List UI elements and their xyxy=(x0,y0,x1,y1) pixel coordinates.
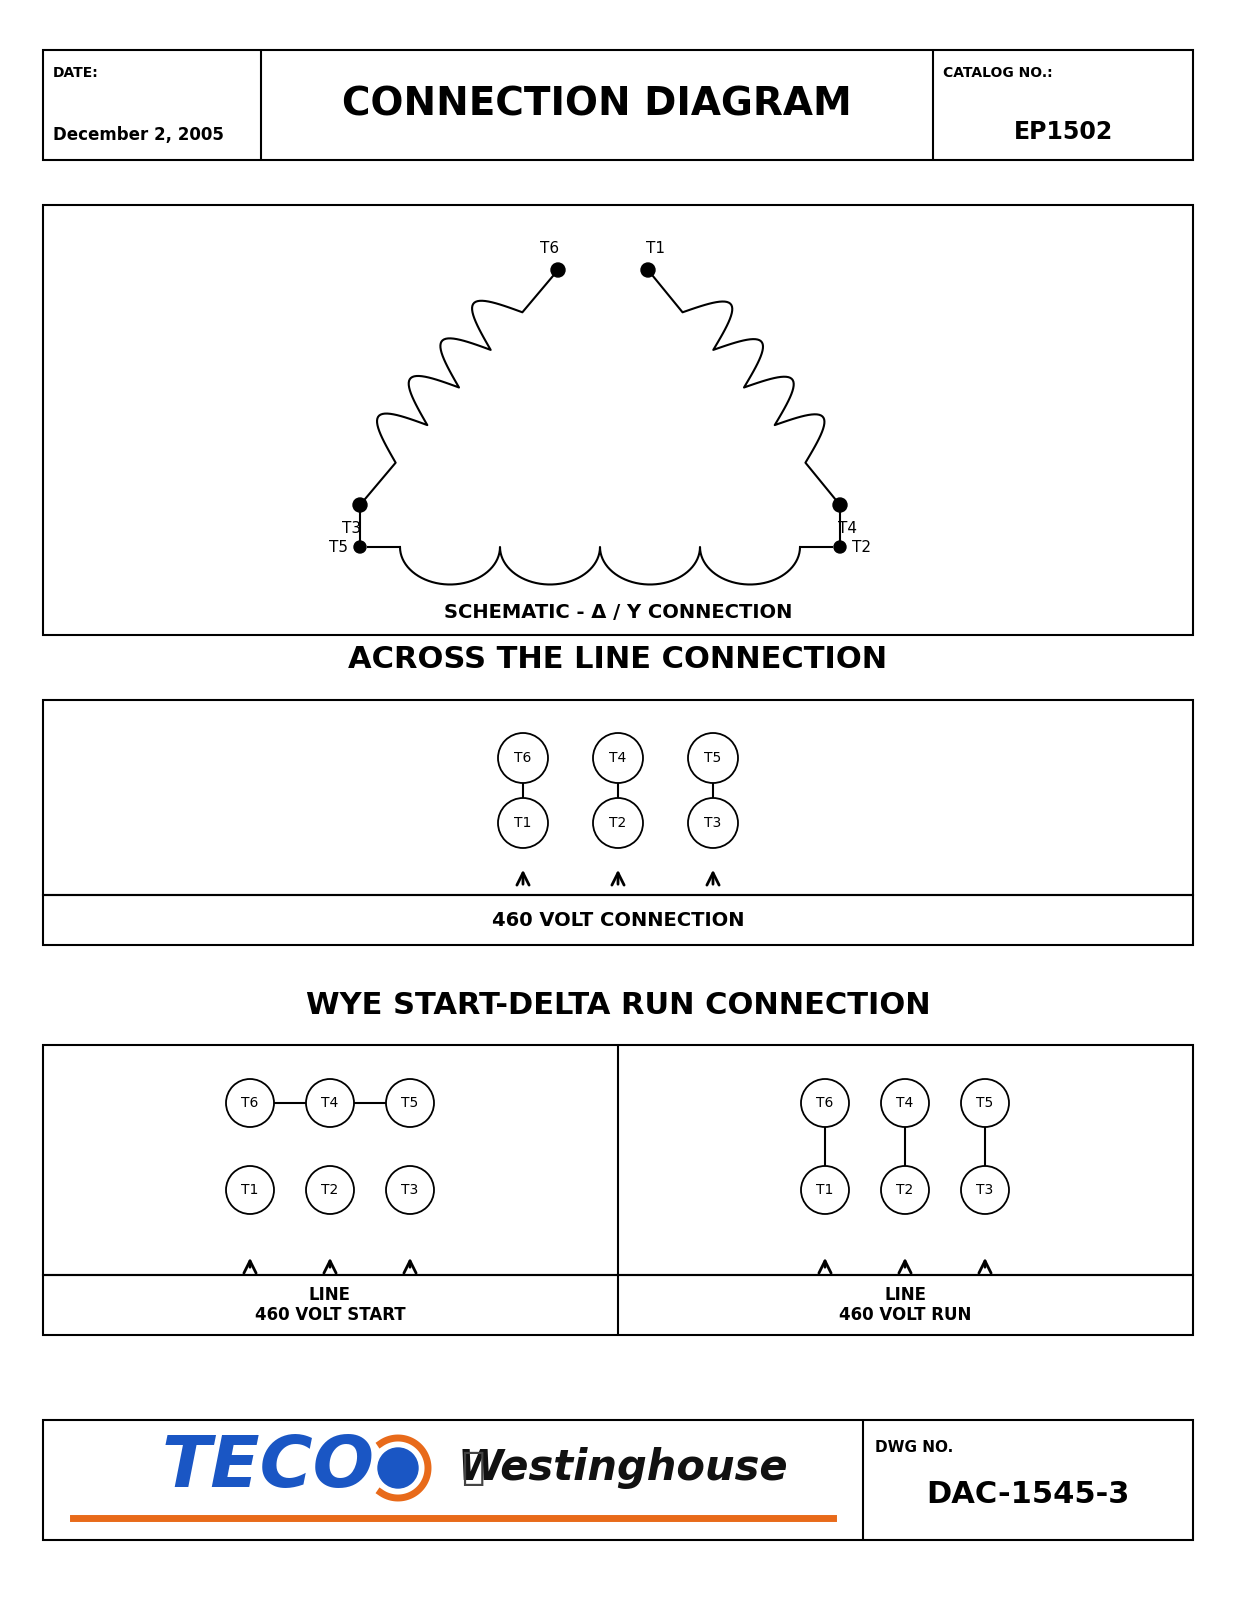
Text: T5: T5 xyxy=(704,750,721,765)
Text: T6: T6 xyxy=(241,1096,259,1110)
Text: Westinghouse: Westinghouse xyxy=(458,1446,788,1490)
Circle shape xyxy=(881,1166,929,1214)
Text: 460 VOLT CONNECTION: 460 VOLT CONNECTION xyxy=(492,910,745,930)
Bar xyxy=(43,701,1192,894)
Text: LINE
460 VOLT RUN: LINE 460 VOLT RUN xyxy=(839,1286,971,1325)
Text: T2: T2 xyxy=(322,1182,339,1197)
Text: T3: T3 xyxy=(976,1182,993,1197)
Text: T3: T3 xyxy=(343,522,361,536)
Circle shape xyxy=(354,541,366,554)
Circle shape xyxy=(833,498,847,512)
Text: T5: T5 xyxy=(976,1096,993,1110)
Bar xyxy=(43,894,1192,946)
Circle shape xyxy=(226,1078,275,1126)
Text: T3: T3 xyxy=(401,1182,418,1197)
Bar xyxy=(43,1275,1192,1334)
Text: DWG NO.: DWG NO. xyxy=(875,1440,954,1454)
Text: T1: T1 xyxy=(816,1182,834,1197)
Circle shape xyxy=(688,798,738,848)
Text: ACROSS THE LINE CONNECTION: ACROSS THE LINE CONNECTION xyxy=(349,645,888,675)
Circle shape xyxy=(593,733,643,782)
Circle shape xyxy=(499,798,548,848)
Bar xyxy=(43,1045,1192,1275)
Text: T5: T5 xyxy=(329,539,348,555)
Bar xyxy=(43,205,1192,635)
Circle shape xyxy=(306,1078,354,1126)
Text: T2: T2 xyxy=(897,1182,914,1197)
Text: WYE START-DELTA RUN CONNECTION: WYE START-DELTA RUN CONNECTION xyxy=(306,990,930,1019)
Circle shape xyxy=(226,1166,275,1214)
Text: T4: T4 xyxy=(610,750,627,765)
Bar xyxy=(43,1421,1192,1539)
Circle shape xyxy=(961,1078,1009,1126)
Text: T4: T4 xyxy=(322,1096,339,1110)
Text: T6: T6 xyxy=(541,242,559,256)
Text: T4: T4 xyxy=(839,522,857,536)
Circle shape xyxy=(499,733,548,782)
Circle shape xyxy=(306,1166,354,1214)
Circle shape xyxy=(593,798,643,848)
Circle shape xyxy=(386,1166,434,1214)
Text: T1: T1 xyxy=(647,242,666,256)
Text: T6: T6 xyxy=(816,1096,834,1110)
Circle shape xyxy=(961,1166,1009,1214)
Text: December 2, 2005: December 2, 2005 xyxy=(53,126,224,144)
Circle shape xyxy=(386,1078,434,1126)
Text: TECO: TECO xyxy=(162,1434,375,1502)
Text: LINE
460 VOLT START: LINE 460 VOLT START xyxy=(255,1286,406,1325)
Circle shape xyxy=(550,262,565,277)
Text: ⓦ: ⓦ xyxy=(461,1450,485,1486)
Text: T6: T6 xyxy=(515,750,532,765)
Text: T4: T4 xyxy=(897,1096,914,1110)
Text: T5: T5 xyxy=(401,1096,418,1110)
Text: T2: T2 xyxy=(852,539,871,555)
Text: T1: T1 xyxy=(241,1182,259,1197)
Text: DAC-1545-3: DAC-1545-3 xyxy=(927,1480,1129,1509)
Text: SCHEMATIC - Δ / Y CONNECTION: SCHEMATIC - Δ / Y CONNECTION xyxy=(444,603,792,622)
Text: CONNECTION DIAGRAM: CONNECTION DIAGRAM xyxy=(343,86,852,125)
Circle shape xyxy=(834,541,846,554)
Text: EP1502: EP1502 xyxy=(1013,120,1112,144)
Circle shape xyxy=(802,1166,849,1214)
Text: CATALOG NO.:: CATALOG NO.: xyxy=(943,66,1053,80)
Circle shape xyxy=(688,733,738,782)
Text: DATE:: DATE: xyxy=(53,66,99,80)
Circle shape xyxy=(802,1078,849,1126)
Bar xyxy=(43,50,1192,160)
Circle shape xyxy=(881,1078,929,1126)
Text: T2: T2 xyxy=(610,816,627,830)
Circle shape xyxy=(379,1448,418,1488)
Text: T3: T3 xyxy=(704,816,721,830)
Circle shape xyxy=(353,498,367,512)
Text: T1: T1 xyxy=(515,816,532,830)
Circle shape xyxy=(641,262,656,277)
